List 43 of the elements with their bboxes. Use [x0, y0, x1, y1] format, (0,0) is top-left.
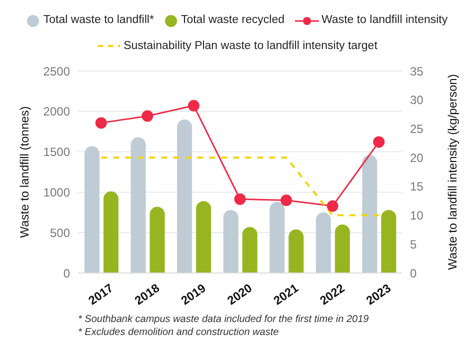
point — [326, 200, 338, 212]
y-tick-label: 500 — [50, 226, 70, 240]
y2-tick-label: 10 — [410, 208, 424, 223]
bar — [196, 201, 212, 273]
bar — [177, 119, 192, 273]
y-tick-label: 2500 — [43, 64, 70, 78]
y-tick-label: 1500 — [43, 145, 70, 160]
legend-label: Total waste recycled — [180, 13, 284, 28]
bar — [381, 210, 396, 273]
point — [142, 110, 154, 122]
y2-tick-label: 15 — [410, 180, 424, 194]
point — [95, 117, 107, 129]
point — [188, 100, 200, 112]
bar — [362, 155, 378, 273]
point — [234, 193, 246, 205]
bar — [130, 137, 146, 273]
point — [373, 136, 385, 148]
y-tick-label: 0 — [63, 266, 70, 280]
y-tick-label: 2000 — [43, 104, 70, 119]
legend-label: Sustainability Plan waste to landfill intensity target — [124, 38, 378, 54]
y2-tick-label: 20 — [410, 150, 424, 165]
text: * Southbank campus waste data included for the first time in 2019 — [78, 313, 370, 326]
point — [280, 194, 292, 206]
y-axis-title: Waste to landfill (tonnes) — [17, 106, 32, 238]
y2-tick-label: 25 — [410, 122, 424, 136]
legend-label: Waste to landfill intensity — [322, 13, 448, 28]
y2-tick-label: 0 — [410, 266, 417, 280]
bar — [270, 202, 285, 273]
bar — [223, 210, 238, 273]
bar — [84, 146, 100, 273]
y2-tick-label: 35 — [410, 64, 424, 78]
y2-tick-label: 30 — [410, 93, 424, 108]
y-tick-label: 1000 — [43, 185, 70, 200]
y2-tick-label: 5 — [410, 237, 417, 252]
text: * Excludes demolition and construction waste — [78, 326, 280, 339]
legend-label: Total waste to landfill* — [43, 13, 154, 28]
bar — [334, 224, 350, 273]
bar — [242, 226, 258, 273]
bar — [316, 212, 331, 273]
y2-axis-title: Waste to landfill intensity (kg/person) — [445, 74, 460, 270]
bar — [150, 206, 165, 273]
bar — [103, 191, 118, 273]
bar — [288, 229, 304, 273]
